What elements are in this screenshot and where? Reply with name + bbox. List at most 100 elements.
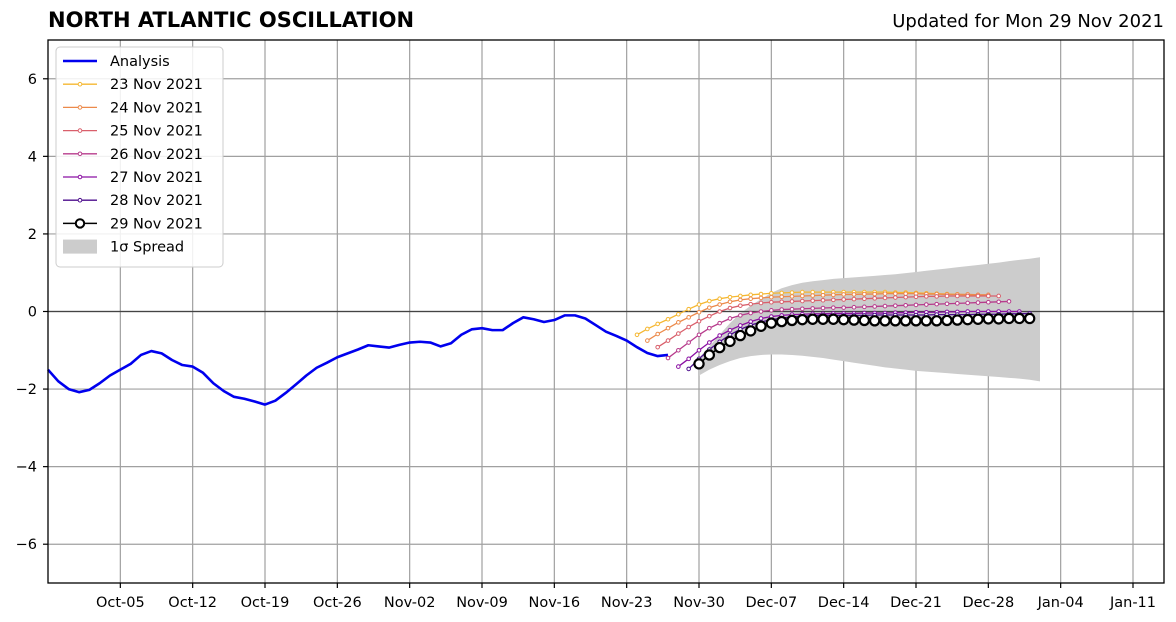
forecast-point <box>975 300 981 305</box>
forecast-point <box>676 364 681 369</box>
forecast-point <box>913 294 919 300</box>
legend-label: 28 Nov 2021 <box>110 193 203 209</box>
forecast-point <box>769 308 774 313</box>
forecast-point <box>738 293 743 299</box>
forecast-point <box>944 301 950 307</box>
legend-label: 29 Nov 2021 <box>110 216 203 232</box>
x-tick-label: Oct-05 <box>96 595 145 611</box>
forecast-point <box>851 292 857 297</box>
forecast-point <box>713 341 726 354</box>
forecast-point <box>982 313 995 325</box>
forecast-point <box>686 324 691 330</box>
forecast-point <box>827 313 840 325</box>
forecast-point <box>707 305 712 310</box>
forecast-point <box>789 290 795 295</box>
x-tick-label: Nov-23 <box>601 595 653 611</box>
forecast-point <box>930 315 943 327</box>
forecast-point <box>769 299 774 305</box>
forecast-point <box>996 299 1001 305</box>
forecast-point <box>686 315 691 320</box>
forecast-point <box>789 294 795 299</box>
forecast-point <box>744 325 757 337</box>
forecast-point <box>755 320 767 332</box>
forecast-point <box>665 338 671 343</box>
forecast-point <box>903 302 908 308</box>
forecast-point <box>831 292 836 298</box>
analysis-line <box>47 314 669 406</box>
y-tick-label: −2 <box>16 382 37 398</box>
forecast-point <box>862 296 867 302</box>
forecast-point <box>972 313 984 325</box>
forecast-point <box>924 302 929 307</box>
forecast-point <box>955 293 960 299</box>
x-tick-label: Dec-07 <box>745 595 797 611</box>
forecast-point <box>775 315 788 328</box>
forecast-point <box>889 315 902 327</box>
forecast-point <box>872 291 877 297</box>
y-tick-label: −6 <box>16 537 37 553</box>
x-tick-label: Oct-26 <box>313 595 362 611</box>
x-tick-label: Nov-30 <box>673 595 725 611</box>
forecast-point <box>779 307 784 312</box>
forecast-point <box>645 326 650 332</box>
forecast-line <box>688 312 1030 370</box>
forecast-point <box>717 320 722 326</box>
forecast-point <box>786 314 798 327</box>
legend-box <box>55 46 224 268</box>
forecast-point <box>882 295 888 301</box>
forecast-point <box>717 302 722 307</box>
forecast-point <box>1003 312 1015 325</box>
forecast-point <box>727 299 733 305</box>
legend-swatch-marker <box>77 105 83 110</box>
forecast-point <box>986 299 991 305</box>
forecast-point <box>727 316 733 321</box>
forecast-point <box>893 295 898 300</box>
forecast-point <box>955 301 960 306</box>
x-tick-label: Jan-04 <box>1037 595 1084 611</box>
forecast-point <box>810 298 815 303</box>
x-tick-label: Nov-16 <box>529 595 581 611</box>
forecast-line <box>657 295 999 348</box>
legend-label: 1σ Spread <box>110 240 184 256</box>
forecast-point <box>738 323 743 328</box>
forecast-point <box>655 331 660 337</box>
forecast-point <box>727 294 733 300</box>
legend-swatch-marker <box>77 128 83 133</box>
forecast-point <box>1013 312 1026 325</box>
x-tick-label: Dec-14 <box>818 595 870 611</box>
forecast-point <box>727 327 733 333</box>
forecast-point <box>693 358 705 370</box>
forecast-point <box>992 313 1005 325</box>
forecast-point <box>686 356 691 362</box>
legend-swatch-spread <box>63 239 97 254</box>
forecast-line <box>646 293 989 342</box>
forecast-point <box>758 295 764 301</box>
forecast-point <box>934 294 939 299</box>
forecast-point <box>934 301 939 307</box>
forecast-point <box>868 315 881 327</box>
forecast-point <box>758 291 764 297</box>
forecast-point <box>707 340 712 345</box>
forecast-point <box>696 347 702 353</box>
y-tick-label: 4 <box>28 149 37 165</box>
x-tick-label: Nov-02 <box>384 595 436 611</box>
forecast-point <box>645 338 650 343</box>
forecast-point <box>779 290 784 296</box>
x-tick-label: Oct-12 <box>168 595 217 611</box>
legend-swatch-marker <box>77 197 83 203</box>
chart-updated-date: Updated for Mon 29 Nov 2021 <box>892 11 1164 32</box>
forecast-point <box>634 332 640 338</box>
y-tick-label: 2 <box>28 227 37 243</box>
forecast-point <box>789 306 795 312</box>
forecast-point <box>831 305 836 310</box>
forecast-point <box>920 315 933 327</box>
forecast-point <box>748 301 753 307</box>
forecast-point <box>738 303 743 308</box>
forecast-point <box>676 320 681 325</box>
forecast-point <box>810 306 815 311</box>
forecast-line <box>667 300 1010 359</box>
forecast-point <box>899 315 912 327</box>
forecast-point <box>707 313 712 319</box>
forecast-point <box>872 304 877 309</box>
